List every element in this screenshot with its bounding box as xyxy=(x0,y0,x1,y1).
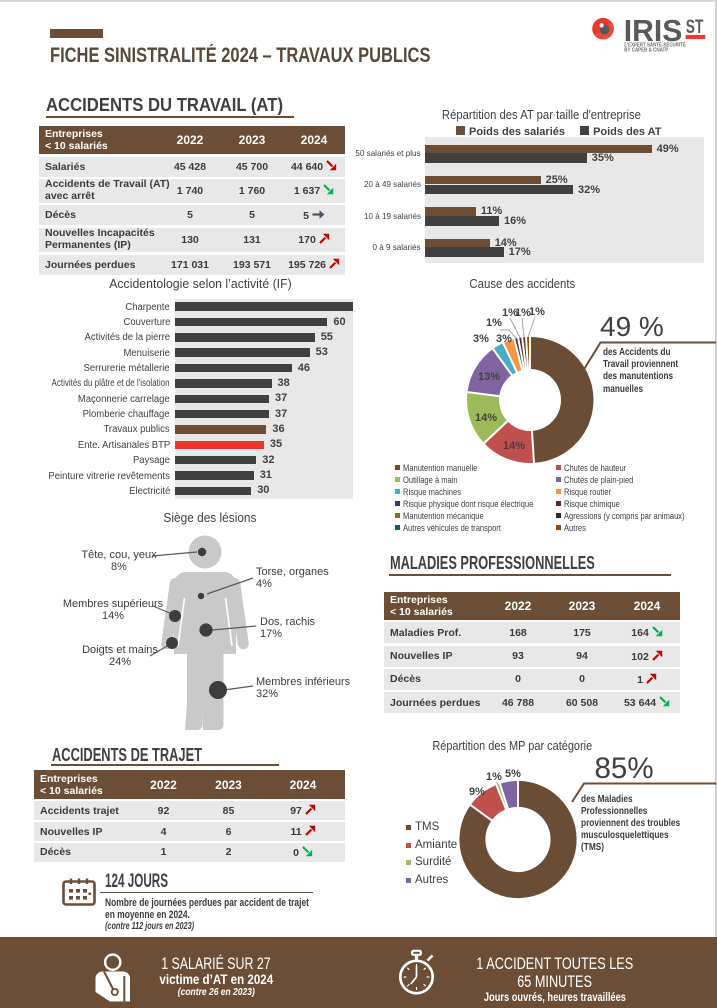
svg-text:L'EXPERT SANTÉ-SÉCURITÉ: L'EXPERT SANTÉ-SÉCURITÉ xyxy=(624,40,686,48)
svg-text:ST: ST xyxy=(686,16,704,38)
svg-text:IRIS: IRIS xyxy=(624,13,683,48)
svg-text:BY CAPEB & CNATP: BY CAPEB & CNATP xyxy=(624,47,668,53)
